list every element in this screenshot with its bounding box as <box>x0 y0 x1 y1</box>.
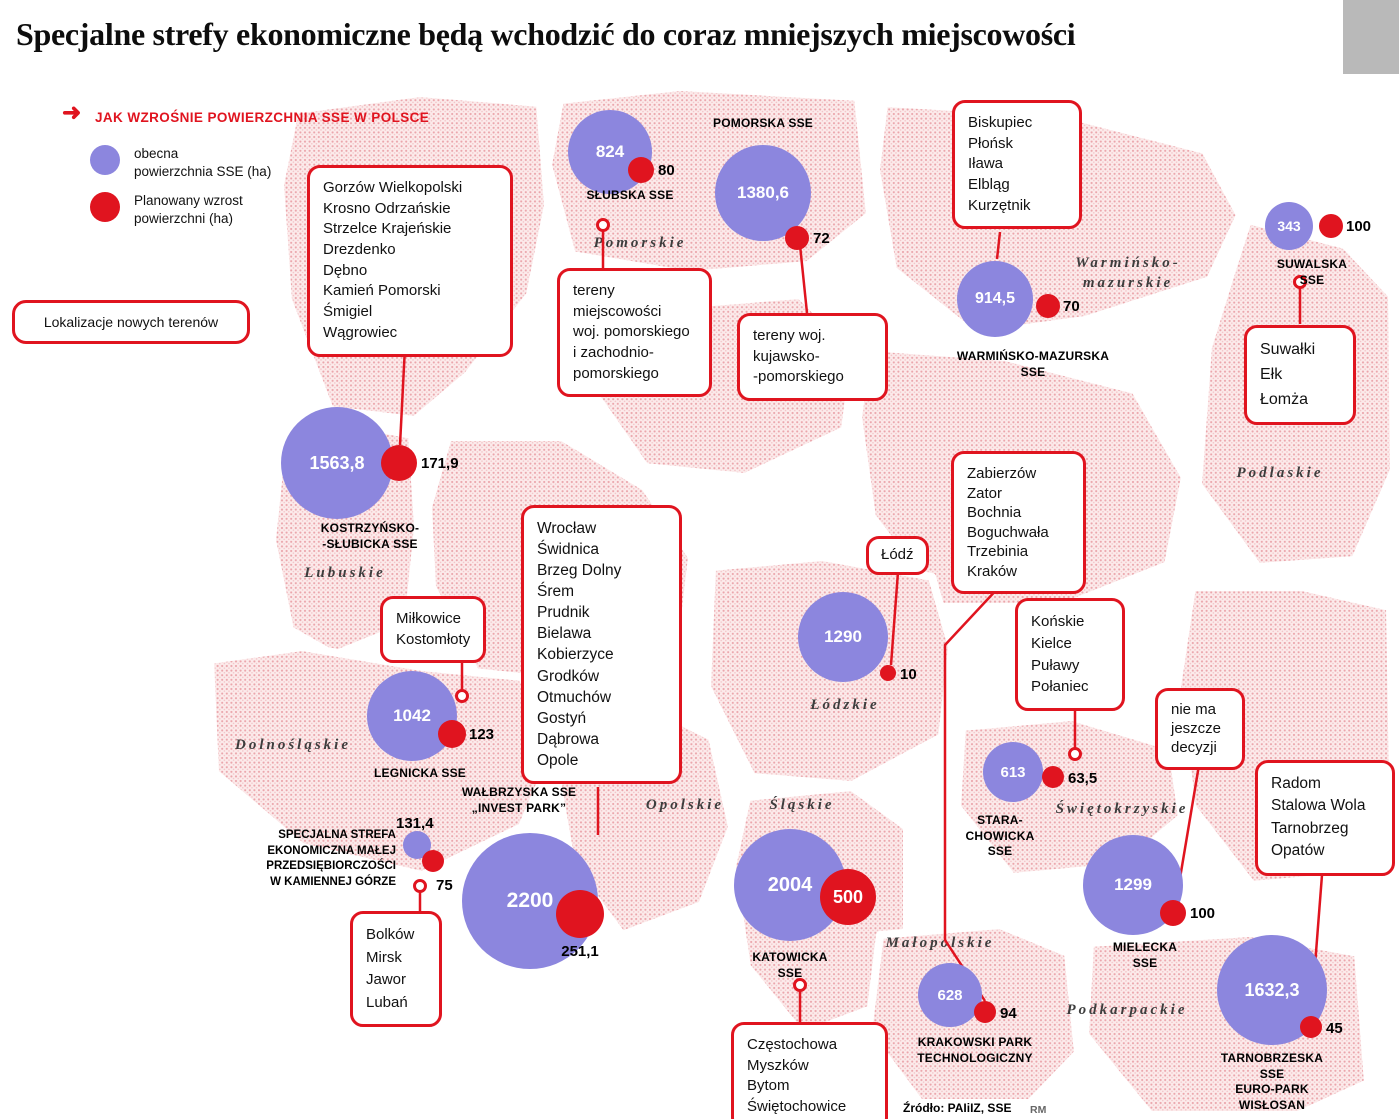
growth-circle <box>1036 294 1060 318</box>
growth-circle <box>1160 900 1186 926</box>
growth-value: 45 <box>1326 1020 1343 1037</box>
callout-konskie: Końskie Kielce Puławy Połaniec <box>1015 598 1125 711</box>
region-label-swietokrzyskie: Świętokrzyskie <box>1055 801 1189 817</box>
zone-name: KOSTRZYŃSKO- -SŁUBICKA SSE <box>320 521 420 551</box>
zone-name: KATOWICKA SSE <box>752 950 828 980</box>
ring-bolkow <box>413 879 427 893</box>
growth-value: 80 <box>658 162 675 179</box>
region-label-malopolskie: Małopolskie <box>885 935 995 951</box>
ring-milkowice <box>455 689 469 703</box>
connector-gorzow <box>398 346 407 446</box>
author-initials: RM <box>1030 1104 1047 1116</box>
growth-value: 63,5 <box>1068 770 1098 787</box>
current-area-circle: 914,5 <box>957 261 1033 337</box>
growth-circle <box>556 890 604 938</box>
callout-lodz: Łódź <box>866 536 929 575</box>
callout-gorzow: Gorzów Wielkopolski Krosno Odrzańskie St… <box>307 165 513 357</box>
callout-milkowice: Miłkowice Kostomłoty <box>380 596 486 664</box>
callout-bolkow: Bolków Mirsk Jawor Lubań <box>350 911 442 1027</box>
growth-value: 100 <box>1346 218 1372 235</box>
current-area-circle: 1380,6 <box>715 145 811 241</box>
callout-nie-ma: nie ma jeszcze decyzji <box>1155 688 1245 771</box>
growth-circle <box>422 850 444 872</box>
zone-name: KRAKOWSKI PARK TECHNOLOGICZNY <box>917 1035 1033 1065</box>
growth-circle <box>785 226 809 250</box>
growth-value: 100 <box>1190 905 1216 922</box>
growth-circle <box>381 445 417 481</box>
current-area-circle: 1290 <box>798 592 888 682</box>
region-label-lubuskie: Lubuskie <box>304 565 386 581</box>
growth-circle <box>1319 214 1343 238</box>
zone-name: MIELECKA SSE <box>1112 940 1178 970</box>
region-dolnoslaskie <box>206 643 560 879</box>
region-label-warminsko: Warmińsko- mazurskie <box>1075 255 1181 292</box>
growth-circle <box>1300 1016 1322 1038</box>
callout-czestochowa: Częstochowa Myszków Bytom Świętochowice <box>731 1022 888 1119</box>
zone-name: LEGNICKA SSE <box>374 766 466 780</box>
region-label-slaskie: Śląskie <box>769 797 835 813</box>
zone-name: SUWALSKA SSE <box>1276 257 1348 287</box>
growth-value: 70 <box>1063 298 1080 315</box>
source-credit: Źródło: PAIiIZ, SSE <box>903 1101 1012 1115</box>
ring-konskie <box>1068 747 1082 761</box>
current-area-circle: 343 <box>1265 202 1313 250</box>
current-area-legend-icon <box>90 145 120 175</box>
current-area-circle: 613 <box>983 742 1043 802</box>
growth-value: 171,9 <box>421 455 459 472</box>
growth-value: 72 <box>813 230 830 247</box>
region-label-dolnoslaskie: Dolnośląskie <box>234 737 352 753</box>
zone-name: SŁUBSKA SSE <box>586 188 674 202</box>
zone-name: WAŁBRZYSKA SSE „INVEST PARK” <box>461 785 577 815</box>
header: Specjalne strefy ekonomiczne będą wchodz… <box>0 0 1399 85</box>
region-label-podkarpackie: Podkarpackie <box>1066 1002 1188 1018</box>
growth-value: 10 <box>900 666 917 683</box>
zone-name: STARA- CHOWICKA SSE <box>965 813 1035 859</box>
current-area-circle: 1563,8 <box>281 407 393 519</box>
ring-katowicka <box>793 978 807 992</box>
connector-biskupiec <box>995 231 1002 260</box>
growth-circle <box>1042 766 1064 788</box>
legend-current-label: obecna powierzchnia SSE (ha) <box>134 146 272 179</box>
ring-slubska <box>596 218 610 232</box>
arrow-icon: ➜ <box>62 99 82 125</box>
zone-name: POMORSKA SSE <box>713 116 813 130</box>
region-label-podlaskie: Podlaskie <box>1236 465 1324 481</box>
callout-zabierzow: Zabierzów Zator Bochnia Boguchwała Trzeb… <box>951 451 1086 594</box>
growth-circle <box>974 1001 996 1023</box>
growth-circle <box>628 157 654 183</box>
current-area-circle: 1042 <box>367 671 457 761</box>
connector-lines-svg <box>398 218 1324 1022</box>
growth-circle: 500 <box>820 869 876 925</box>
growth-value: 94 <box>1000 1005 1017 1022</box>
callout-radom: Radom Stalowa Wola Tarnobrzeg Opatów <box>1255 760 1395 876</box>
region-label-lodzkie: Łódzkie <box>810 697 880 713</box>
growth-value: 75 <box>436 877 453 894</box>
callout-tereny-pomorskie: tereny miejscowości woj. pomorskiego i z… <box>557 268 712 398</box>
growth-circle <box>438 720 466 748</box>
legend-locations-box: Lokalizacje nowych terenów <box>12 300 250 344</box>
zone-name: SPECJALNA STREFA EKONOMICZNA MAŁEJ PRZED… <box>266 829 396 888</box>
growth-value: 251,1 <box>561 943 599 960</box>
planned-growth-legend-icon <box>90 192 120 222</box>
current-area-circle: 628 <box>918 963 982 1027</box>
corner-decoration <box>1343 0 1399 74</box>
connector-lodz <box>889 571 900 666</box>
legend-planned-label: Planowany wzrost powierzchni (ha) <box>134 193 243 226</box>
region-label-opolskie: Opolskie <box>645 797 725 813</box>
poland-map: Pomorskie Warmińsko- mazurskie Podlaskie… <box>0 85 1399 1119</box>
callout-wroclaw: Wrocław Świdnica Brzeg Dolny Śrem Prudni… <box>521 505 682 784</box>
legend-heading: JAK WZROŚNIE POWIERZCHNIA SSE W POLSCE <box>95 110 430 125</box>
zone-name: TARNOBRZESKA SSE EURO-PARK WISŁOSAN <box>1220 1051 1324 1112</box>
connector-pomorska <box>798 244 809 314</box>
current-area-value: 131,4 <box>396 815 434 832</box>
page-title: Specjalne strefy ekonomiczne będą wchodz… <box>16 16 1076 52</box>
callout-suwalki: Suwałki Ełk Łomża <box>1244 325 1356 426</box>
callout-biskupiec: Biskupiec Płońsk Iława Elbląg Kurzętnik <box>952 100 1082 230</box>
ring-suwalska <box>1293 275 1307 289</box>
growth-value: 123 <box>469 726 495 743</box>
growth-circle <box>880 665 896 681</box>
region-label-pomorskie: Pomorskie <box>593 235 687 251</box>
zone-name: WARMIŃSKO-MAZURSKA SSE <box>956 349 1110 379</box>
callout-tereny-kujawskie: tereny woj. kujawsko- -pomorskiego <box>737 313 888 402</box>
